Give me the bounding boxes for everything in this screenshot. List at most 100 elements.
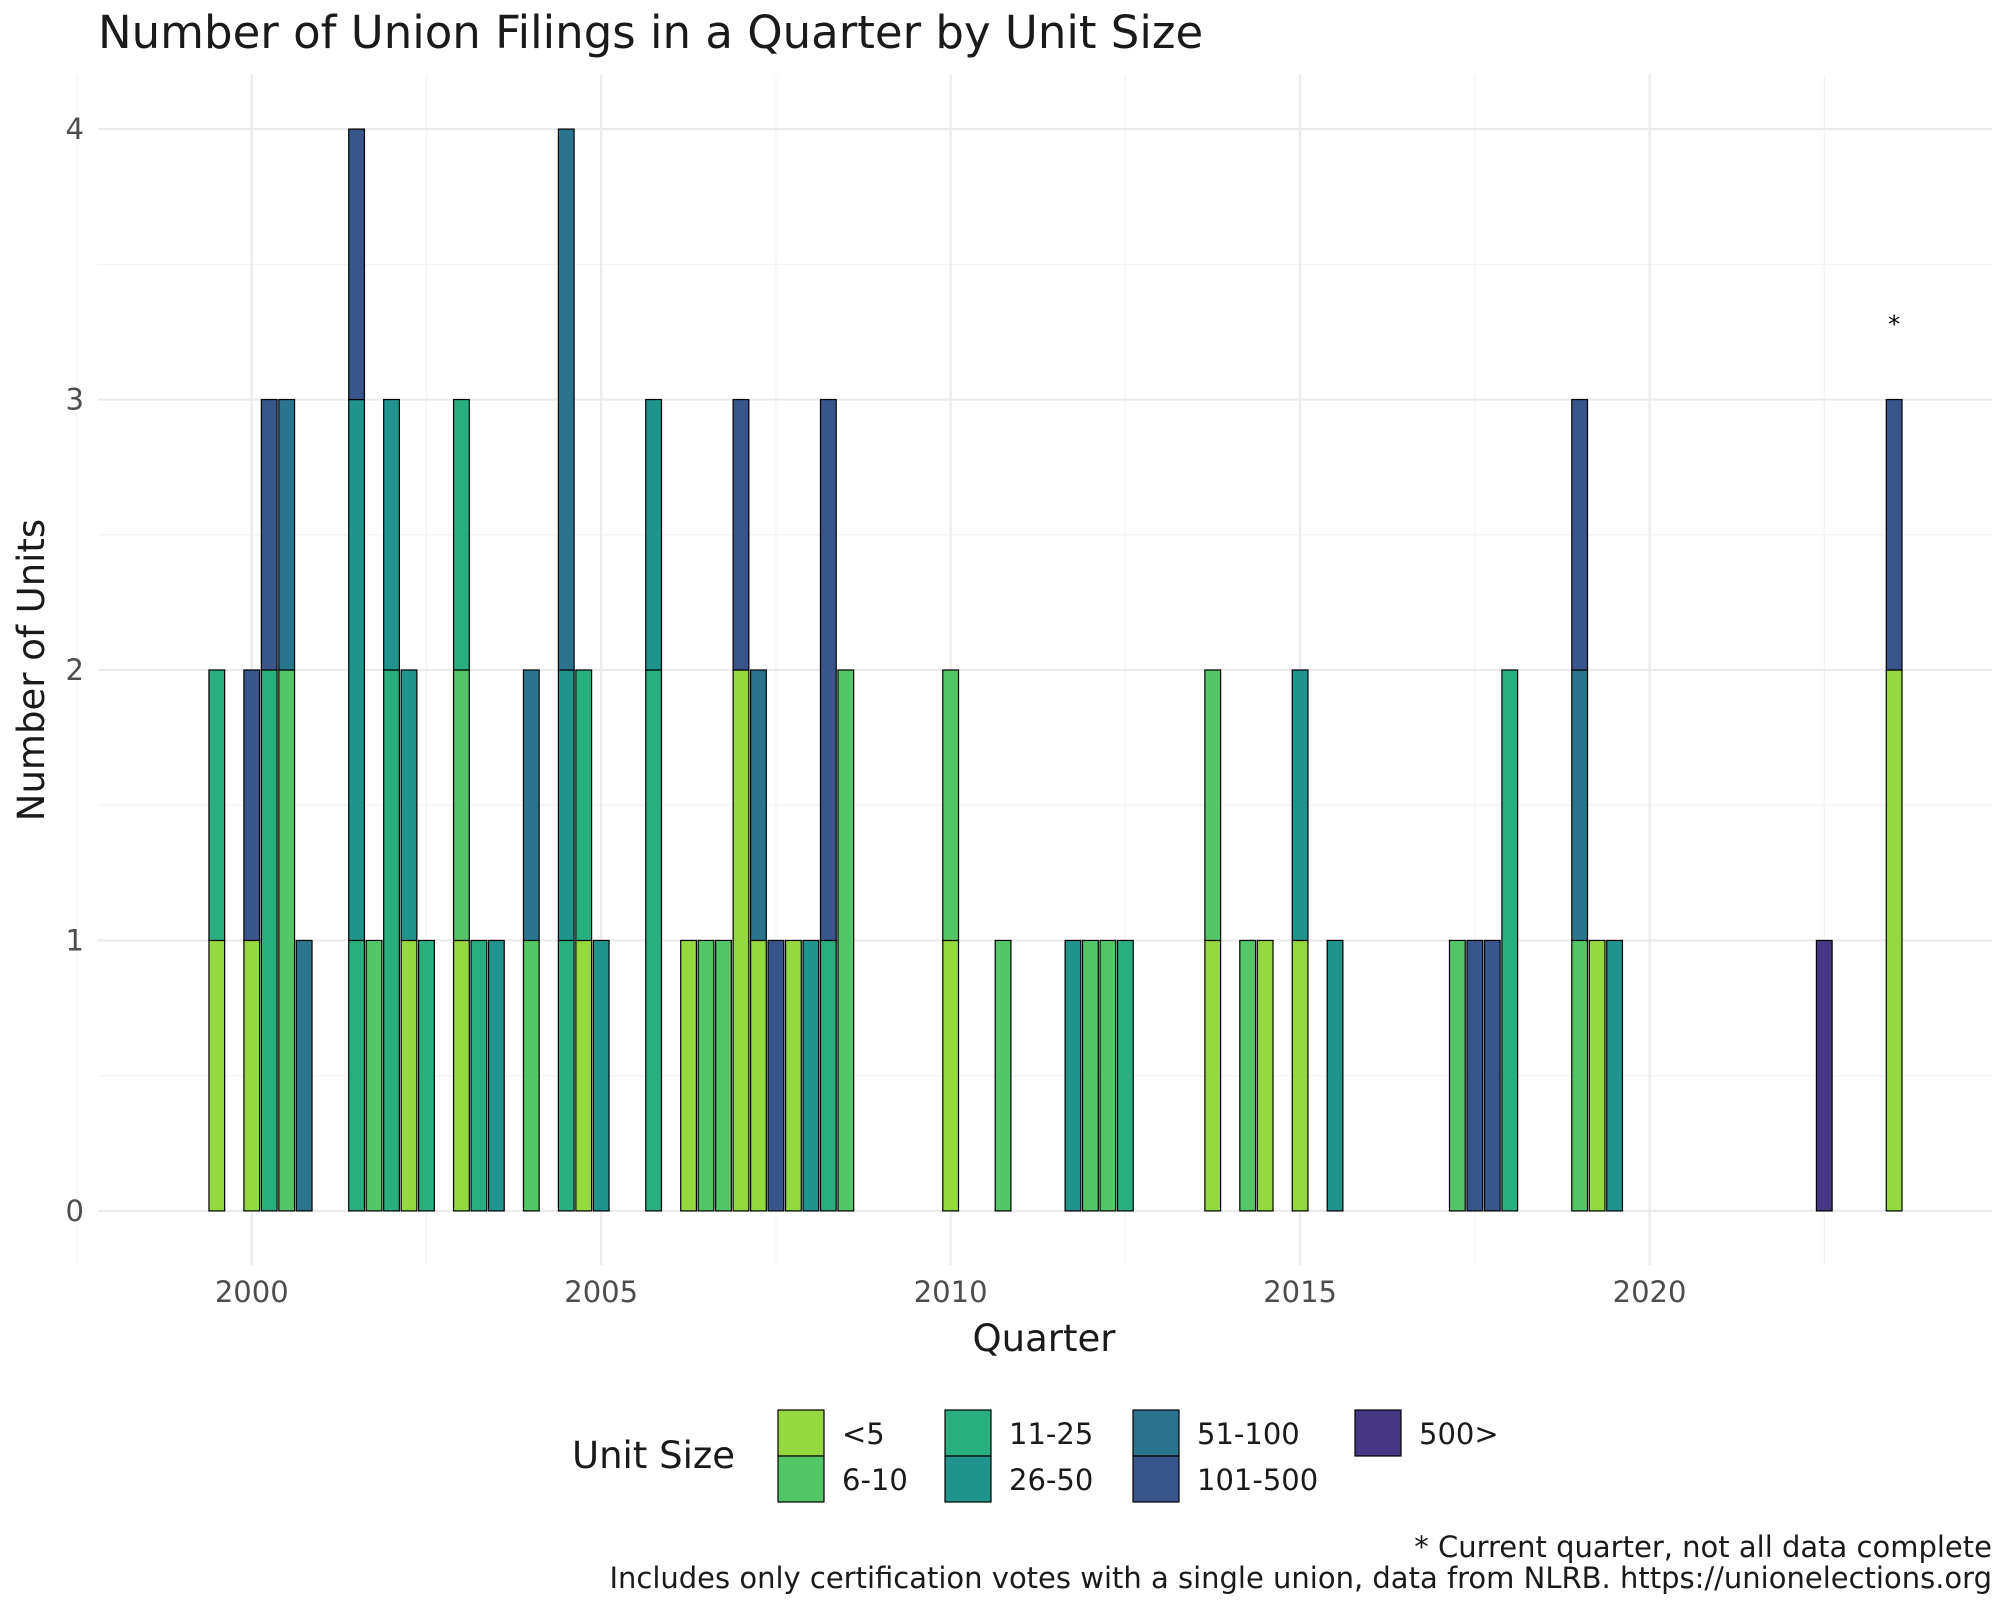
y-tick-label: 0	[66, 1194, 84, 1228]
bar-segment	[452, 398, 470, 671]
bar-segment	[295, 939, 313, 1212]
bar-segment	[278, 669, 296, 1212]
x-tick-label: 2005	[564, 1275, 638, 1309]
bar-segment	[348, 128, 366, 401]
bar-segment	[348, 939, 366, 1212]
bar-segment	[942, 669, 960, 942]
bar-segment	[802, 939, 820, 1212]
y-tick-label: 3	[66, 383, 84, 417]
bar-segment	[400, 669, 418, 942]
bar-segment	[260, 398, 278, 671]
bar-segment	[749, 939, 767, 1212]
bar-segment	[1815, 939, 1833, 1212]
bar-segment	[1116, 939, 1134, 1212]
legend-swatch	[1354, 1409, 1402, 1457]
bar-segment	[557, 939, 575, 1212]
bar-segment	[1291, 669, 1309, 942]
bar-segment	[383, 398, 400, 671]
caption-note: * Current quarter, not all data complete	[1414, 1530, 1992, 1564]
bar-segment	[1466, 939, 1484, 1212]
bar-segment	[208, 669, 226, 942]
bar-segment	[208, 939, 226, 1212]
bar-segment	[1239, 939, 1257, 1212]
legend-swatch	[944, 1409, 992, 1457]
bar-segment	[1606, 939, 1624, 1212]
bar-segment	[680, 939, 698, 1212]
bar-segment	[1204, 939, 1222, 1212]
y-tick-label: 2	[66, 653, 84, 687]
bar-segment	[645, 398, 663, 671]
bar-segment	[645, 669, 663, 1212]
legend-label: 500>	[1419, 1417, 1499, 1451]
bar-segment	[522, 939, 540, 1212]
bar-segment	[1256, 939, 1274, 1212]
bar-segment	[278, 398, 296, 671]
bar-segment	[418, 939, 435, 1212]
x-tick-label: 2010	[914, 1275, 988, 1309]
bar-segment	[1204, 669, 1222, 942]
bar-segment	[1081, 939, 1099, 1212]
bar-segment	[819, 939, 837, 1212]
y-tick-label: 4	[66, 112, 84, 146]
bar-segment	[400, 939, 418, 1212]
bar-segment	[837, 669, 855, 1212]
bar-segment	[784, 939, 802, 1212]
bar-segment	[1448, 939, 1466, 1212]
annotations: *	[1888, 310, 1900, 338]
bar-segment	[715, 939, 732, 1212]
bar-segment	[348, 398, 366, 942]
bar-segment	[1326, 939, 1344, 1212]
bar-segment	[1571, 939, 1589, 1212]
bar-segment	[732, 669, 750, 1212]
bar-segment	[732, 398, 750, 671]
bar-segment	[1291, 939, 1309, 1212]
x-tick-label: 2015	[1263, 1275, 1337, 1309]
legend-swatch	[777, 1455, 825, 1503]
bar-segment	[1501, 669, 1519, 1212]
legend-swatch	[1132, 1455, 1180, 1503]
bars	[208, 128, 1903, 1212]
y-axis-title: Number of Units	[10, 519, 53, 821]
bar-segment	[1483, 939, 1501, 1212]
bar-segment	[1571, 669, 1589, 942]
legend-label: 6-10	[842, 1463, 908, 1497]
legend-label: 26-50	[1009, 1463, 1093, 1497]
bar-segment	[365, 939, 383, 1212]
legend: Unit Size <5 6-10 11-25 26-50 51-100 101-500 5…	[572, 1409, 1499, 1503]
bar-segment	[452, 669, 470, 942]
x-tick-label: 2020	[1613, 1275, 1687, 1309]
caption-source: Includes only certification votes with a…	[609, 1561, 1992, 1595]
bar-segment	[243, 939, 261, 1212]
bar-segment	[1571, 398, 1589, 671]
bar-segment	[575, 669, 593, 942]
bar-segment	[994, 939, 1012, 1212]
legend-label: 51-100	[1197, 1417, 1300, 1451]
bar-segment	[767, 939, 785, 1212]
tick-labels: 0 1 2 3 4 2000 2005 2010 2015 2020	[66, 112, 1687, 1309]
bar-segment	[260, 669, 278, 1212]
bar-segment	[1885, 398, 1903, 671]
bar-segment	[243, 669, 261, 942]
bar-segment	[575, 939, 593, 1212]
bar-segment	[557, 669, 575, 942]
x-axis-title: Quarter	[973, 1317, 1117, 1360]
y-tick-label: 1	[66, 923, 84, 957]
bar-segment	[452, 939, 470, 1212]
bar-segment	[697, 939, 715, 1212]
bar-segment	[819, 398, 837, 942]
legend-swatch	[777, 1409, 825, 1457]
bar-segment	[557, 128, 575, 671]
bar-segment	[1885, 669, 1903, 1212]
legend-label: <5	[842, 1417, 885, 1451]
bar-segment	[487, 939, 505, 1212]
legend-label: 101-500	[1197, 1463, 1318, 1497]
bar-segment	[1064, 939, 1082, 1212]
bar-segment	[592, 939, 610, 1212]
legend-swatch	[1132, 1409, 1180, 1457]
bar-segment	[942, 939, 960, 1212]
bar-segment	[522, 669, 540, 942]
legend-label: 11-25	[1009, 1417, 1093, 1451]
legend-swatch	[944, 1455, 992, 1503]
